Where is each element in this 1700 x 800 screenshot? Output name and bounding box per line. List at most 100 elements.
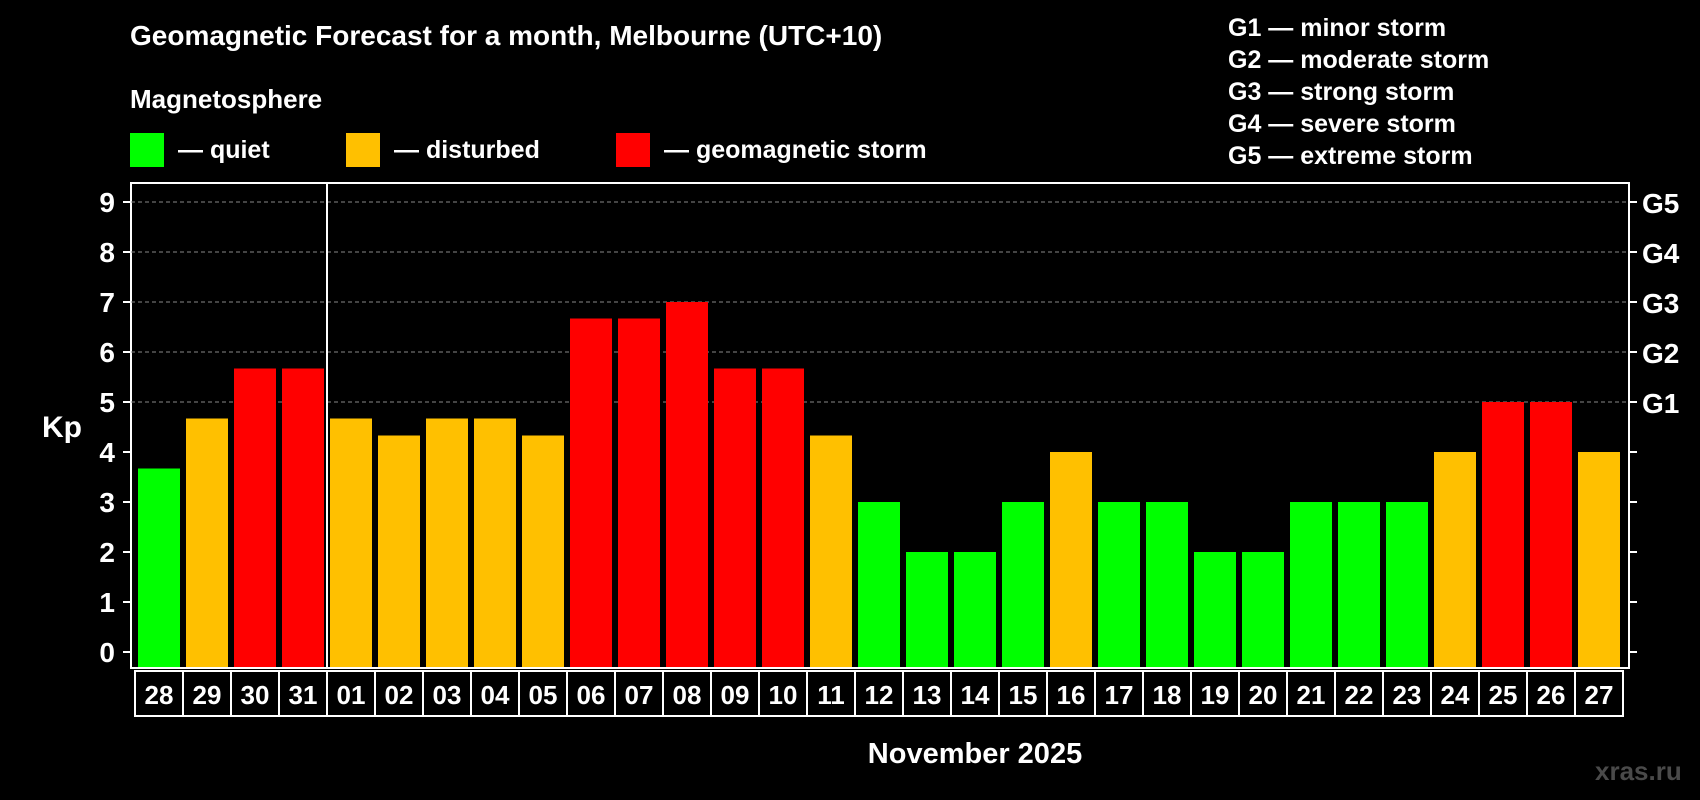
kp-bar <box>954 552 996 667</box>
y-tick-label: 8 <box>99 237 115 268</box>
y-tick-label: 1 <box>99 587 115 618</box>
kp-bar <box>1290 502 1332 667</box>
x-tick-label: 16 <box>1057 680 1086 710</box>
x-tick-label: 19 <box>1201 680 1230 710</box>
x-tick-label: 07 <box>625 680 654 710</box>
x-tick-label: 25 <box>1489 680 1518 710</box>
x-tick-label: 26 <box>1537 680 1566 710</box>
x-tick-label: 29 <box>193 680 222 710</box>
kp-bar <box>474 418 516 667</box>
g-level-label: G1 <box>1642 388 1679 419</box>
legend-swatch-quiet <box>130 133 164 167</box>
kp-bar <box>1482 402 1524 667</box>
kp-bar <box>1578 452 1620 667</box>
x-tick-label: 17 <box>1105 680 1134 710</box>
kp-bar <box>570 318 612 667</box>
x-tick-label: 21 <box>1297 680 1326 710</box>
kp-bar <box>522 435 564 667</box>
kp-bar <box>618 318 660 667</box>
legend-label-disturbed: — disturbed <box>394 135 540 164</box>
g-scale-list: G1 — minor storm G2 — moderate storm G3 … <box>1228 12 1489 172</box>
x-tick-label: 14 <box>961 680 990 710</box>
kp-bar <box>138 468 180 667</box>
x-tick-label: 31 <box>289 680 318 710</box>
x-tick-label: 10 <box>769 680 798 710</box>
kp-bar <box>1194 552 1236 667</box>
x-tick-label: 15 <box>1009 680 1038 710</box>
y-tick-label: 2 <box>99 537 115 568</box>
date-axis-box <box>134 670 1624 717</box>
chart-title: Geomagnetic Forecast for a month, Melbou… <box>130 20 883 51</box>
plot-frame <box>130 182 1630 669</box>
x-tick-label: 03 <box>433 680 462 710</box>
y-tick-label: 6 <box>99 337 115 368</box>
x-tick-label: 23 <box>1393 680 1422 710</box>
x-tick-label: 09 <box>721 680 750 710</box>
x-tick-label: 27 <box>1585 680 1614 710</box>
x-tick-label: 05 <box>529 680 558 710</box>
x-tick-label: 30 <box>241 680 270 710</box>
kp-bar <box>1002 502 1044 667</box>
kp-bar <box>1386 502 1428 667</box>
legend-item-quiet: — quiet <box>130 133 270 167</box>
kp-bar <box>282 368 324 667</box>
kp-bar <box>714 368 756 667</box>
x-tick-label: 06 <box>577 680 606 710</box>
y-tick-label: 0 <box>99 637 115 668</box>
g-scale-item: G2 — moderate storm <box>1228 46 1490 74</box>
g-level-label: G2 <box>1642 338 1679 369</box>
y-tick-label: 4 <box>99 437 115 468</box>
kp-bar <box>234 368 276 667</box>
kp-bar <box>426 418 468 667</box>
x-tick-label: 02 <box>385 680 414 710</box>
g-scale-item: G4 — severe storm <box>1228 110 1456 138</box>
watermark: xras.ru <box>1595 756 1682 786</box>
legend-swatch-disturbed <box>346 133 380 167</box>
g-scale-item: G5 — extreme storm <box>1228 142 1473 170</box>
kp-bar <box>810 435 852 667</box>
kp-bar <box>1530 402 1572 667</box>
kp-bar <box>330 418 372 667</box>
kp-bar <box>906 552 948 667</box>
legend-label-storm: — geomagnetic storm <box>664 135 927 164</box>
legend-swatch-storm <box>616 133 650 167</box>
y-tick-label: 3 <box>99 487 115 518</box>
y-tick-label: 5 <box>99 387 115 418</box>
legend-item-disturbed: — disturbed <box>346 133 540 167</box>
y-axis-label: Kp <box>42 411 82 444</box>
kp-bar <box>1098 502 1140 667</box>
x-tick-label: 28 <box>145 680 174 710</box>
g-level-label: G5 <box>1642 188 1679 219</box>
g-level-label: G3 <box>1642 288 1679 319</box>
x-tick-label: 12 <box>865 680 894 710</box>
g-level-label: G4 <box>1642 238 1680 269</box>
kp-bar <box>378 435 420 667</box>
kp-bar <box>666 302 708 667</box>
x-tick-label: 11 <box>817 680 845 710</box>
kp-bar <box>858 502 900 667</box>
kp-bar <box>1434 452 1476 667</box>
kp-bar <box>186 418 228 667</box>
g-scale-item: G1 — minor storm <box>1228 14 1447 42</box>
legend-title: Magnetosphere <box>130 84 323 114</box>
x-axis-label: November 2025 <box>868 738 1082 770</box>
x-tick-label: 20 <box>1249 680 1278 710</box>
kp-bar <box>1242 552 1284 667</box>
legend-item-storm: — geomagnetic storm <box>616 133 927 167</box>
x-tick-label: 24 <box>1441 680 1470 710</box>
kp-bar <box>1146 502 1188 667</box>
kp-bar <box>1050 452 1092 667</box>
kp-bar <box>1338 502 1380 667</box>
y-tick-label: 7 <box>99 287 115 318</box>
x-tick-label: 13 <box>913 680 942 710</box>
legend-label-quiet: — quiet <box>178 135 270 164</box>
x-tick-label: 04 <box>481 680 510 710</box>
y-tick-label: 9 <box>99 187 115 218</box>
g-scale-item: G3 — strong storm <box>1228 78 1455 106</box>
x-tick-label: 01 <box>337 680 366 710</box>
x-tick-label: 18 <box>1153 680 1182 710</box>
x-tick-label: 08 <box>673 680 702 710</box>
x-tick-label: 22 <box>1345 680 1374 710</box>
kp-bar <box>762 368 804 667</box>
